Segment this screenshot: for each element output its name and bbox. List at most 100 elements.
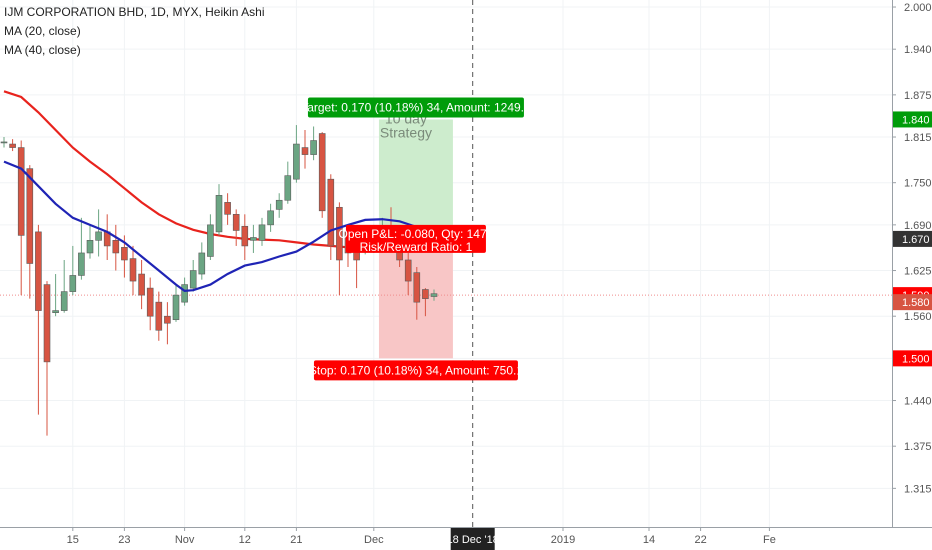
candle-body <box>26 168 34 264</box>
risk-reward-text: Risk/Reward Ratio: 1 <box>360 240 473 254</box>
candle <box>310 126 317 161</box>
candle-body <box>181 284 188 303</box>
price-tick-label: 1.375 <box>904 441 932 453</box>
candle-body <box>164 315 171 324</box>
time-tick-label: 22 <box>694 534 706 546</box>
price-axis[interactable]: 2.000 1.940 1.875 1.815 1.750 1.690 1.625 1.560… <box>892 2 932 495</box>
stop-label[interactable]: Stop: 0.170 (10.18%) 34, Amount: 750.1 <box>309 360 523 381</box>
candle-body <box>35 231 42 311</box>
target-label[interactable]: Target: 0.170 (10.18%) 34, Amount: 1249.… <box>301 97 531 118</box>
candle-body <box>318 133 326 212</box>
price-tick-label: 1.875 <box>904 90 932 102</box>
candle <box>267 203 274 232</box>
candle <box>0 137 8 148</box>
price-axis-tag-box <box>893 350 932 367</box>
time-axis[interactable]: 15 23 Nov 12 21 Dec 2019 14 22 Fe <box>67 527 776 546</box>
candle <box>60 259 68 313</box>
candle-body <box>327 178 335 247</box>
candle <box>164 302 171 345</box>
candle-body <box>155 301 163 331</box>
price-tick-label: 1.440 <box>904 396 932 408</box>
candle <box>146 277 154 331</box>
price-axis-tag-text: 1.670 <box>902 234 930 246</box>
candle-body <box>198 252 206 275</box>
cursor-date-box <box>450 528 495 550</box>
candle-body <box>112 240 120 254</box>
candle <box>413 267 421 320</box>
chart-legend[interactable]: IJM CORPORATION BHD, 1D, MYX, Heikin Ash… <box>4 3 265 60</box>
stop-label-box[interactable] <box>313 360 518 381</box>
time-tick-label: 23 <box>118 534 130 546</box>
candle-body <box>232 214 240 231</box>
candle <box>52 274 59 317</box>
strategy-text-line2: Strategy <box>380 124 432 140</box>
candle-body <box>52 310 59 313</box>
price-axis-tag: 1.670 <box>893 230 932 247</box>
candle-body <box>310 140 317 155</box>
price-axis-tag-box <box>893 111 932 128</box>
candle <box>430 289 438 301</box>
candle <box>250 224 257 253</box>
price-axis-tag-box <box>893 230 932 247</box>
candle-body <box>224 202 231 215</box>
candle-body <box>172 294 180 321</box>
candle <box>327 174 335 260</box>
candle <box>215 184 223 236</box>
candle <box>112 224 120 271</box>
price-tick-label: 1.560 <box>904 311 932 323</box>
price-axis-tag-text: 1.500 <box>902 353 930 365</box>
ma40-line <box>3 90 383 253</box>
candle-body <box>284 175 292 201</box>
candle-body <box>250 237 257 241</box>
candle-body <box>9 143 16 148</box>
candle <box>69 245 77 296</box>
candle <box>336 202 343 296</box>
candle <box>198 242 206 280</box>
candle-body <box>129 258 137 282</box>
time-tick-label: Fe <box>763 534 776 546</box>
candle <box>275 193 283 218</box>
candle-body <box>189 270 197 289</box>
candle-body <box>430 293 438 297</box>
candle-body <box>95 231 102 241</box>
candle <box>138 259 145 310</box>
candle-body <box>121 247 128 261</box>
candle-body <box>86 240 94 254</box>
position-info-label[interactable]: Open P&L: -0.080, Qty: 1470 Risk/Reward … <box>339 224 494 254</box>
target-label-box[interactable] <box>307 97 524 118</box>
candle <box>35 224 42 415</box>
candle <box>241 214 249 260</box>
candle <box>43 281 51 436</box>
candle-body <box>69 275 77 292</box>
price-tick-label: 1.690 <box>904 220 932 232</box>
cursor-date-label: 18 Dec '18 <box>447 528 499 550</box>
time-tick-label: Dec <box>364 534 384 546</box>
time-tick-label: 21 <box>290 534 302 546</box>
candle <box>293 125 300 183</box>
candle <box>155 291 163 341</box>
candle-body <box>146 287 154 317</box>
price-axis-tag: 1.580 <box>893 294 932 311</box>
candle-body <box>336 206 343 261</box>
candle-body <box>404 259 412 282</box>
candle <box>258 217 266 246</box>
candle-body <box>60 291 68 311</box>
position-info-box[interactable] <box>345 224 486 253</box>
price-tick-label: 1.940 <box>904 44 932 56</box>
ma20-line <box>3 160 418 293</box>
candle <box>301 129 309 169</box>
time-tick-label: 2019 <box>551 534 575 546</box>
ma20-legend[interactable]: MA (20, close) <box>4 24 81 38</box>
candle-body <box>275 199 283 210</box>
price-tick-label: 1.315 <box>904 483 932 495</box>
ma40-legend[interactable]: MA (40, close) <box>4 43 81 57</box>
price-axis-tag-text: 1.840 <box>902 114 930 126</box>
symbol-title[interactable]: IJM CORPORATION BHD, 1D, MYX, Heikin Ash… <box>4 5 265 19</box>
candle-body <box>207 224 214 257</box>
stop-label-text: Stop: 0.170 (10.18%) 34, Amount: 750.1 <box>309 363 523 377</box>
candle <box>207 214 214 260</box>
candle-body <box>138 273 145 296</box>
candle-body <box>422 289 429 299</box>
